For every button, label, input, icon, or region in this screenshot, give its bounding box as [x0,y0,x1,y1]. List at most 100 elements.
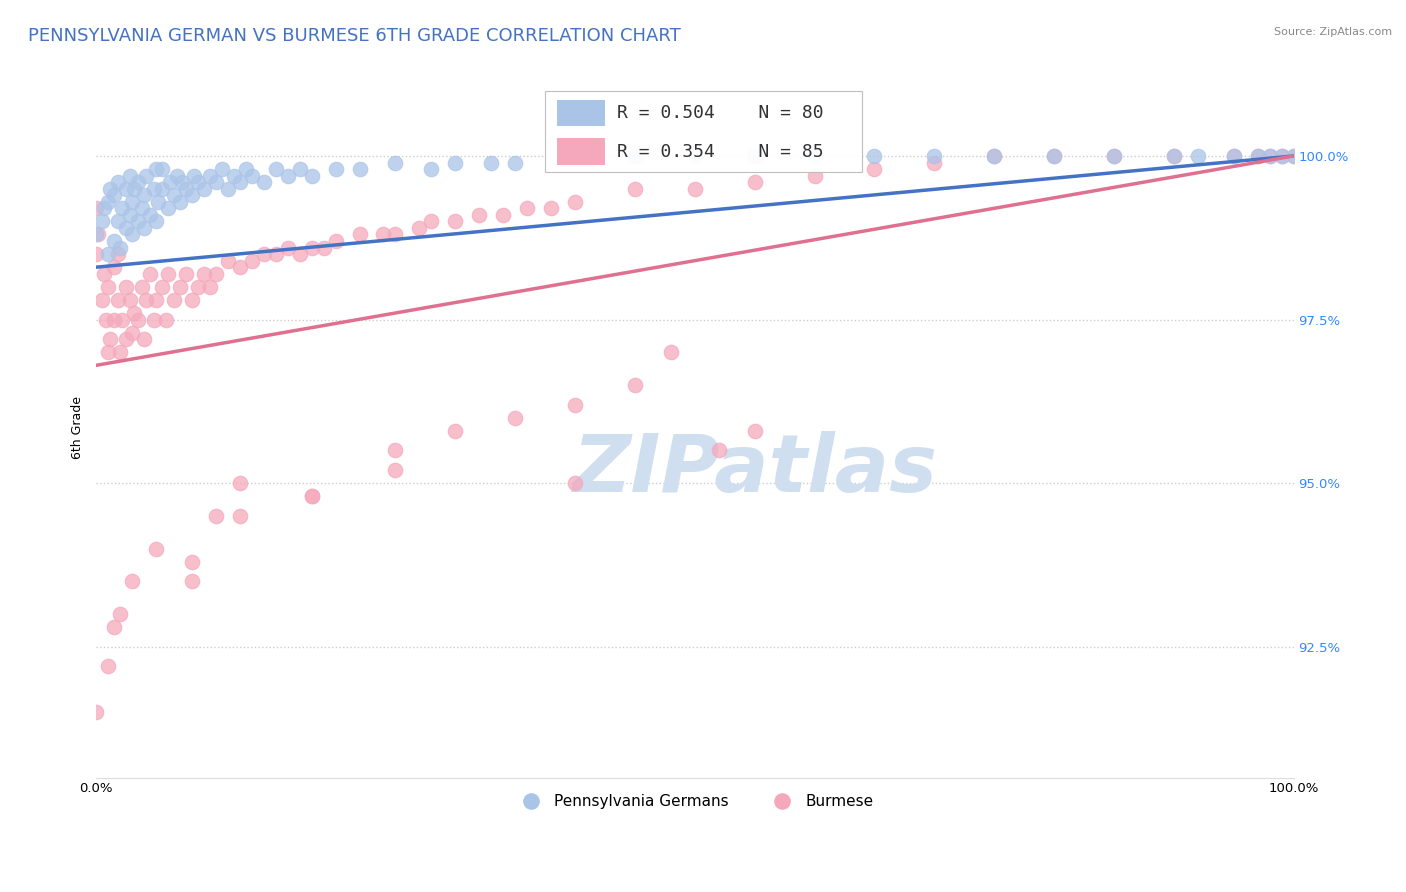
Point [91,293,114,307]
Point [121,227,143,242]
Point [163,188,186,202]
Point [624,182,647,196]
Point [103,188,125,202]
Point [135,293,157,307]
Point [100,332,122,346]
Point [118,169,141,183]
Point [108,241,131,255]
Point [240,253,263,268]
Point [145,293,167,307]
Point [444,214,467,228]
Point [131,280,153,294]
Point [744,424,766,438]
Point [150,280,173,294]
Point [1222,149,1244,163]
Point [744,175,766,189]
Point [135,169,157,183]
Point [384,463,406,477]
Point [1102,149,1125,163]
Point [1102,149,1125,163]
Point [288,247,311,261]
Point [121,194,143,209]
Point [97,194,120,209]
Point [1258,149,1281,163]
Point [132,221,155,235]
Point [180,293,202,307]
Point [111,202,134,216]
Point [659,345,682,359]
Point [166,169,188,183]
Point [264,162,287,177]
Point [142,312,165,326]
Point [1258,149,1281,163]
Point [180,555,202,569]
FancyBboxPatch shape [557,138,605,165]
Point [288,162,311,177]
Point [1271,149,1294,163]
Point [84,247,107,261]
Point [115,332,138,346]
Point [349,162,371,177]
Text: R = 0.354    N = 85: R = 0.354 N = 85 [617,143,824,161]
Point [94,312,117,326]
Point [301,241,323,255]
Point [325,162,347,177]
Point [148,194,170,209]
Point [479,155,502,169]
Point [187,280,209,294]
Point [444,155,467,169]
Point [683,182,706,196]
Point [253,175,276,189]
Point [139,208,162,222]
Point [115,221,138,235]
Point [564,476,586,491]
Point [108,607,131,621]
Text: Source: ZipAtlas.com: Source: ZipAtlas.com [1274,27,1392,37]
Point [124,182,146,196]
Text: R = 0.504    N = 80: R = 0.504 N = 80 [617,104,824,122]
Point [624,378,647,392]
Point [373,227,395,242]
Point [301,489,323,503]
Point [564,398,586,412]
Point [1043,149,1066,163]
Point [118,293,141,307]
Point [277,241,299,255]
Point [540,202,562,216]
Point [103,620,125,634]
Point [132,332,155,346]
Point [235,162,257,177]
Point [211,162,233,177]
Point [492,208,515,222]
Point [84,227,107,242]
Point [107,293,129,307]
Point [349,227,371,242]
FancyBboxPatch shape [557,100,605,127]
Point [174,182,197,196]
Point [198,280,221,294]
Y-axis label: 6th Grade: 6th Grade [72,396,84,459]
Point [107,175,129,189]
Point [277,169,299,183]
Point [1043,149,1066,163]
Point [420,214,443,228]
Point [145,162,167,177]
Point [139,267,162,281]
Point [150,182,173,196]
Point [707,443,730,458]
Point [924,149,946,163]
Point [97,659,120,673]
Point [444,424,467,438]
Point [142,182,165,196]
Point [93,267,115,281]
Point [97,247,120,261]
Point [222,169,245,183]
Point [624,149,647,163]
Point [163,293,186,307]
Point [108,345,131,359]
Point [174,267,197,281]
Point [100,182,122,196]
Point [127,175,149,189]
Point [264,247,287,261]
Point [187,175,209,189]
